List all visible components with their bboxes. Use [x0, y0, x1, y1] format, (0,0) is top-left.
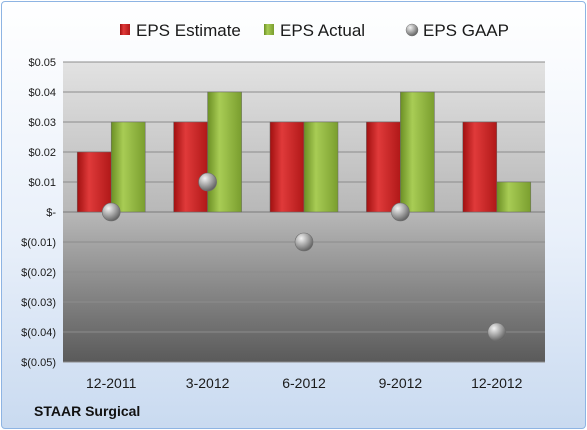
eps-gaap-marker — [294, 232, 314, 252]
eps-actual-bar — [400, 91, 435, 213]
eps-actual-bar — [207, 91, 242, 213]
y-tick-label: $(0.05) — [21, 357, 56, 369]
legend-label-eps-gaap: EPS GAAP — [423, 21, 509, 40]
eps-gaap-marker — [198, 172, 217, 192]
legend-label-eps-estimate: EPS Estimate — [136, 21, 241, 40]
y-tick-label: $(0.01) — [21, 237, 56, 249]
eps-actual-bar — [496, 181, 532, 213]
eps-estimate-bar — [173, 121, 208, 213]
legend-swatch-eps-gaap — [405, 23, 419, 37]
eps-actual-bar — [110, 121, 146, 213]
legend: EPS Estimate EPS Actual EPS GAAP — [120, 21, 509, 40]
x-tick-label: 12-2012 — [471, 375, 523, 391]
x-tick-label: 3-2012 — [186, 375, 230, 391]
y-tick-label: $0.03 — [28, 117, 56, 129]
legend-swatch-eps-actual — [264, 24, 274, 35]
y-tick-label: $0.02 — [28, 147, 56, 159]
eps-gaap-marker — [487, 322, 507, 342]
y-tick-label: $(0.03) — [21, 297, 56, 309]
x-tick-label: 12-2011 — [86, 375, 137, 391]
eps-gaap-marker — [101, 202, 121, 222]
y-axis: $0.05 $0.04 $0.03 $0.02 $0.01 $- $(0.01) $(0.02… — [21, 57, 56, 369]
eps-gaap-marker — [391, 202, 410, 222]
legend-label-eps-actual: EPS Actual — [280, 21, 365, 40]
chart-marks — [76, 91, 532, 342]
legend-swatch-eps-estimate — [120, 24, 130, 35]
y-tick-label: $(0.04) — [21, 327, 56, 339]
y-tick-label: $0.05 — [28, 57, 56, 69]
y-tick-label: $0.01 — [28, 177, 56, 189]
eps-estimate-bar — [366, 121, 401, 213]
y-tick-label: $- — [46, 207, 56, 219]
eps-estimate-bar — [269, 121, 305, 213]
x-tick-label: 6-2012 — [282, 375, 326, 391]
y-tick-label: $0.04 — [28, 87, 56, 99]
eps-actual-bar — [303, 121, 339, 213]
eps-estimate-bar — [462, 121, 498, 213]
x-tick-label: 9-2012 — [379, 375, 423, 391]
y-tick-label: $(0.02) — [21, 267, 56, 279]
company-name: STAAR Surgical — [34, 403, 141, 419]
x-axis: 12-2011 3-2012 6-2012 9-2012 12-2012 — [86, 375, 523, 391]
eps-estimate-bar — [76, 151, 112, 213]
